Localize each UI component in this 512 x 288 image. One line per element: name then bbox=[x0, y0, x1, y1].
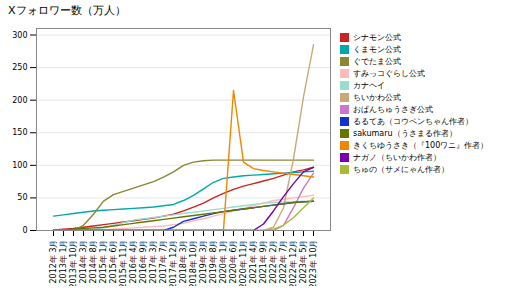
svg-text:2022年 7月: 2022年 7月 bbox=[279, 240, 288, 284]
svg-text:250: 250 bbox=[12, 63, 27, 72]
html-text:ちいかわ公式: ちいかわ公式 bbox=[353, 93, 401, 102]
svg-text:2020年 11月: 2020年 11月 bbox=[239, 240, 248, 287]
svg-text:2022年 2月: 2022年 2月 bbox=[269, 240, 278, 284]
html-text:くまモン公式: くまモン公式 bbox=[353, 45, 401, 54]
svg-text:2017年 3月: 2017年 3月 bbox=[149, 240, 158, 284]
svg-text:2012年 3月: 2012年 3月 bbox=[49, 240, 58, 284]
html-text:るるてあ（コウペンちゃん作者）: るるてあ（コウペンちゃん作者） bbox=[353, 117, 473, 126]
svg-text:2015年 6月: 2015年 6月 bbox=[109, 240, 118, 284]
svg-text:2015年 11月: 2015年 11月 bbox=[119, 240, 128, 287]
svg-text:200: 200 bbox=[12, 96, 27, 105]
html-text:Xフォロワー数（万人）: Xフォロワー数（万人） bbox=[8, 4, 126, 17]
svg-text:2014年 8月: 2014年 8月 bbox=[89, 240, 98, 284]
svg-text:2017年 7月: 2017年 7月 bbox=[159, 240, 168, 284]
html-text:おぱんちゅうさぎ公式: おぱんちゅうさぎ公式 bbox=[353, 105, 433, 114]
svg-text:2022年 12月: 2022年 12月 bbox=[289, 240, 298, 287]
svg-text:2023年 5月: 2023年 5月 bbox=[299, 240, 308, 284]
svg-text:2013年 10月: 2013年 10月 bbox=[69, 240, 78, 287]
svg-text:2017年 12月: 2017年 12月 bbox=[169, 240, 178, 287]
svg-text:2019年 8月: 2019年 8月 bbox=[209, 240, 218, 284]
svg-text:2014年 3月: 2014年 3月 bbox=[79, 240, 88, 284]
html-text:きくちゆうさき（『100ワニ』作者）: きくちゆうさき（『100ワニ』作者） bbox=[353, 141, 489, 150]
svg-text:150: 150 bbox=[12, 128, 27, 137]
html-text:sakumaru（うさまる作者）: sakumaru（うさまる作者） bbox=[353, 129, 457, 138]
svg-text:0: 0 bbox=[22, 226, 27, 235]
svg-text:2023年 10月: 2023年 10月 bbox=[309, 240, 318, 287]
svg-text:2020年 6月: 2020年 6月 bbox=[229, 240, 238, 284]
html-text:ちゅの（サメにゃん作者）: ちゅの（サメにゃん作者） bbox=[353, 165, 449, 174]
svg-text:2019年 3月: 2019年 3月 bbox=[199, 240, 208, 284]
svg-text:2021年 4月: 2021年 4月 bbox=[249, 240, 258, 284]
svg-text:300: 300 bbox=[12, 31, 27, 40]
svg-text:2016年 9月: 2016年 9月 bbox=[139, 240, 148, 284]
svg-text:100: 100 bbox=[12, 161, 27, 170]
svg-text:50: 50 bbox=[17, 193, 27, 202]
html-text:すみっコぐらし公式: すみっコぐらし公式 bbox=[353, 69, 425, 78]
svg-text:2020年 1月: 2020年 1月 bbox=[219, 240, 228, 284]
svg-text:2021年 9月: 2021年 9月 bbox=[259, 240, 268, 284]
svg-text:2015年 1月: 2015年 1月 bbox=[99, 240, 108, 284]
svg-text:2018年 10月: 2018年 10月 bbox=[189, 240, 198, 287]
svg-text:2018年 3月: 2018年 3月 bbox=[179, 240, 188, 284]
html-text:ナガノ（ちいかわ作者）: ナガノ（ちいかわ作者） bbox=[353, 153, 441, 162]
html-text:ぐでたま公式: ぐでたま公式 bbox=[353, 57, 401, 66]
svg-text:2016年 4月: 2016年 4月 bbox=[129, 240, 138, 284]
svg-text:2013年 1月: 2013年 1月 bbox=[59, 240, 68, 284]
html-text:カナヘイ: カナヘイ bbox=[353, 81, 385, 90]
html-text:シナモン公式: シナモン公式 bbox=[353, 33, 401, 42]
